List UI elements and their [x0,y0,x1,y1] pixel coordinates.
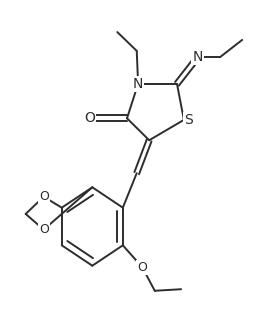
Text: O: O [137,261,147,274]
Text: N: N [193,50,203,64]
Text: O: O [39,190,49,203]
Text: S: S [184,113,193,127]
Text: N: N [133,77,143,91]
Text: O: O [39,223,49,236]
Text: O: O [84,111,95,125]
